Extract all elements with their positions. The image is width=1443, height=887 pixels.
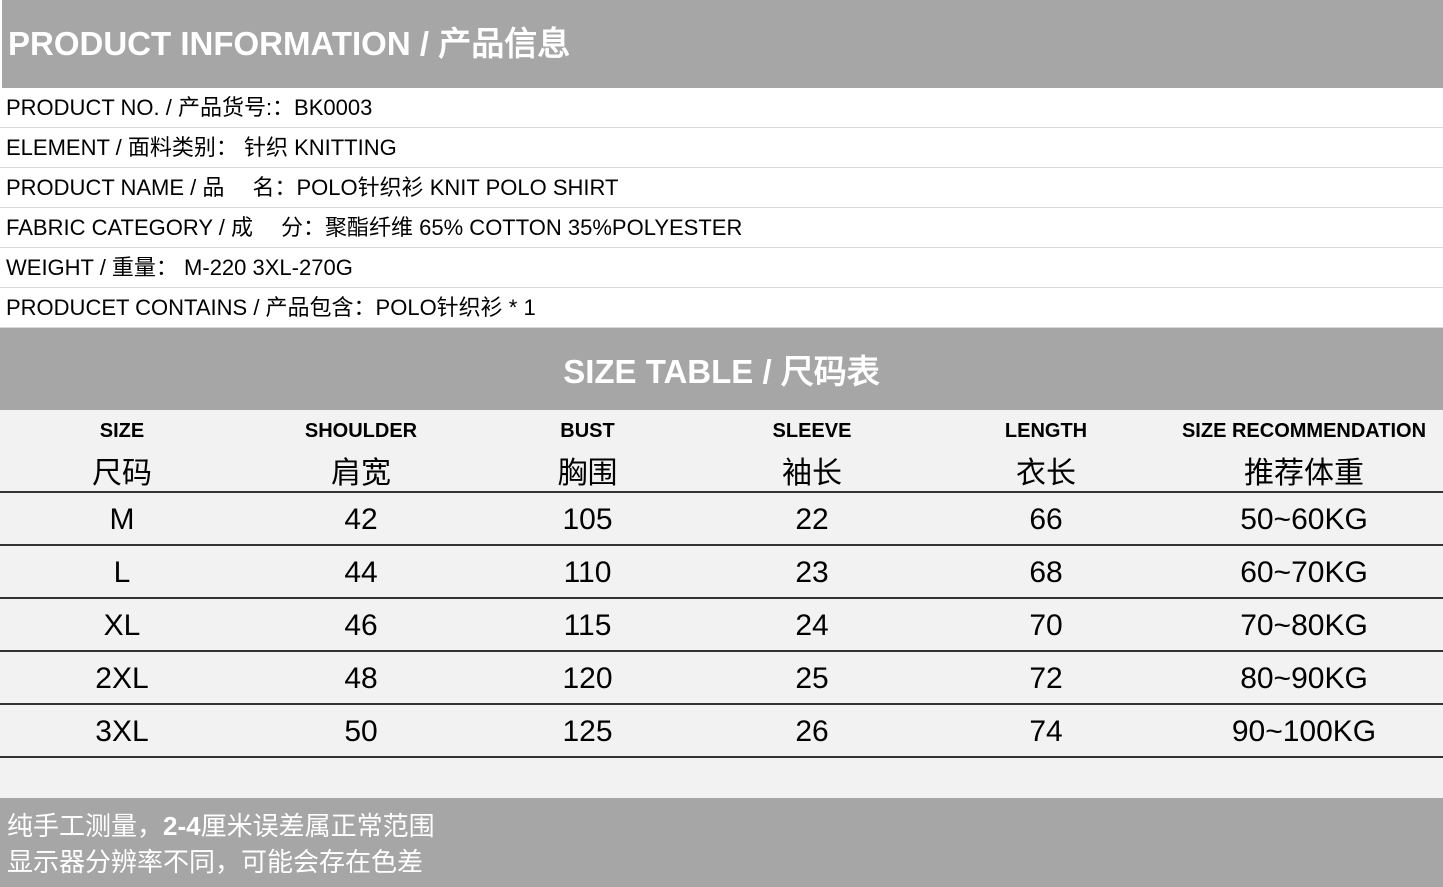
size-table-header: SIZE 尺码 SHOULDER 肩宽 BUST 胸围 SLEEVE 袖长 LENGTH… [0, 410, 1443, 493]
table-cell: 110 [563, 556, 612, 589]
table-cell: L [113, 556, 131, 589]
header-bust: BUST 胸围 [478, 410, 697, 492]
info-contains: PRODUCET CONTAINS / 产品包含：POLO针织衫 * 1 [0, 288, 1443, 328]
table-cell: 74 [1029, 715, 1063, 748]
table-row: 2XL 48 120 25 72 80~90KG [0, 652, 1443, 705]
table-cell: 60~70KG [1240, 556, 1368, 589]
table-row: XL 46 115 24 70 70~80KG [0, 599, 1443, 652]
footer-text: 厘米误差属正常范围 [200, 812, 435, 842]
table-cell: 23 [795, 556, 829, 589]
footer-line-1: 纯手工测量，2-4厘米误差属正常范围 [7, 808, 1443, 845]
table-cell: 68 [1029, 556, 1063, 589]
table-cell: 125 [562, 715, 613, 748]
table-cell: XL [103, 609, 141, 642]
table-cell: 22 [795, 503, 829, 536]
table-cell: 115 [563, 609, 612, 642]
footer-text-bold: 2-4 [163, 811, 201, 841]
header-en: SIZE RECOMMENDATION [1181, 420, 1427, 442]
info-weight: WEIGHT / 重量： M-220 3XL-270G [0, 248, 1443, 288]
table-cell: 66 [1029, 503, 1063, 536]
table-cell: 44 [344, 556, 378, 589]
header-cn: 肩宽 [331, 456, 391, 491]
table-cell: 2XL [95, 662, 149, 695]
header-cn: 胸围 [557, 456, 618, 491]
table-cell: 25 [795, 662, 829, 695]
product-info-list: PRODUCT NO. / 产品货号:：BK0003 ELEMENT / 面料类… [0, 88, 1443, 328]
info-product-no: PRODUCT NO. / 产品货号:：BK0003 [0, 88, 1443, 128]
footer-line-2: 显示器分辨率不同，可能会存在色差 [7, 848, 424, 878]
table-cell: 80~90KG [1240, 662, 1368, 695]
table-cell: 3XL [95, 715, 149, 748]
table-cell: 70 [1029, 609, 1063, 642]
table-cell: 42 [344, 503, 378, 536]
table-row: M 42 105 22 66 50~60KG [0, 493, 1443, 546]
header-length: LENGTH 衣长 [927, 410, 1165, 492]
table-cell: 72 [1029, 662, 1063, 695]
table-cell: 48 [344, 662, 378, 695]
footer-text: 纯手工测量， [7, 812, 164, 842]
blank-row [0, 758, 1443, 798]
header-cn: 衣长 [1016, 456, 1076, 491]
header-cn: 尺码 [92, 456, 152, 491]
footer-note: 纯手工测量，2-4厘米误差属正常范围 显示器分辨率不同，可能会存在色差 [0, 798, 1443, 887]
table-cell: 120 [562, 662, 613, 695]
size-table-title: SIZE TABLE / 尺码表 [0, 328, 1443, 410]
header-cn: 推荐体重 [1244, 456, 1364, 491]
table-row: 3XL 50 125 26 74 90~100KG [0, 705, 1443, 758]
header-size: SIZE 尺码 [0, 410, 244, 492]
header-en: LENGTH [1004, 420, 1088, 442]
table-cell: 50~60KG [1240, 503, 1368, 536]
header-en: BUST [560, 420, 615, 442]
info-fabric-category: FABRIC CATEGORY / 成 分：聚酯纤维 65% COTTON 35… [0, 208, 1443, 248]
table-cell: M [109, 503, 135, 536]
header-sleeve: SLEEVE 袖长 [697, 410, 927, 492]
table-cell: 26 [795, 715, 829, 748]
header-cn: 袖长 [782, 456, 842, 491]
header-en: SHOULDER [304, 420, 418, 442]
table-cell: 70~80KG [1240, 609, 1368, 642]
table-cell: 50 [344, 715, 378, 748]
info-product-name: PRODUCT NAME / 品 名：POLO针织衫 KNIT POLO SHI… [0, 168, 1443, 208]
table-cell: 105 [562, 503, 613, 536]
product-information-title: PRODUCT INFORMATION / 产品信息 [0, 0, 1443, 88]
table-cell: 24 [795, 609, 829, 642]
header-en: SLEEVE [772, 420, 852, 442]
size-table-body: M 42 105 22 66 50~60KG L 44 110 23 68 60~70KG XL 46 11… [0, 493, 1443, 758]
info-element: ELEMENT / 面料类别： 针织 KNITTING [0, 128, 1443, 168]
table-cell: 46 [344, 609, 378, 642]
table-row: L 44 110 23 68 60~70KG [0, 546, 1443, 599]
header-en: SIZE [99, 420, 145, 442]
table-cell: 90~100KG [1231, 715, 1377, 748]
header-recommendation: SIZE RECOMMENDATION 推荐体重 [1165, 410, 1443, 492]
header-shoulder: SHOULDER 肩宽 [244, 410, 478, 492]
